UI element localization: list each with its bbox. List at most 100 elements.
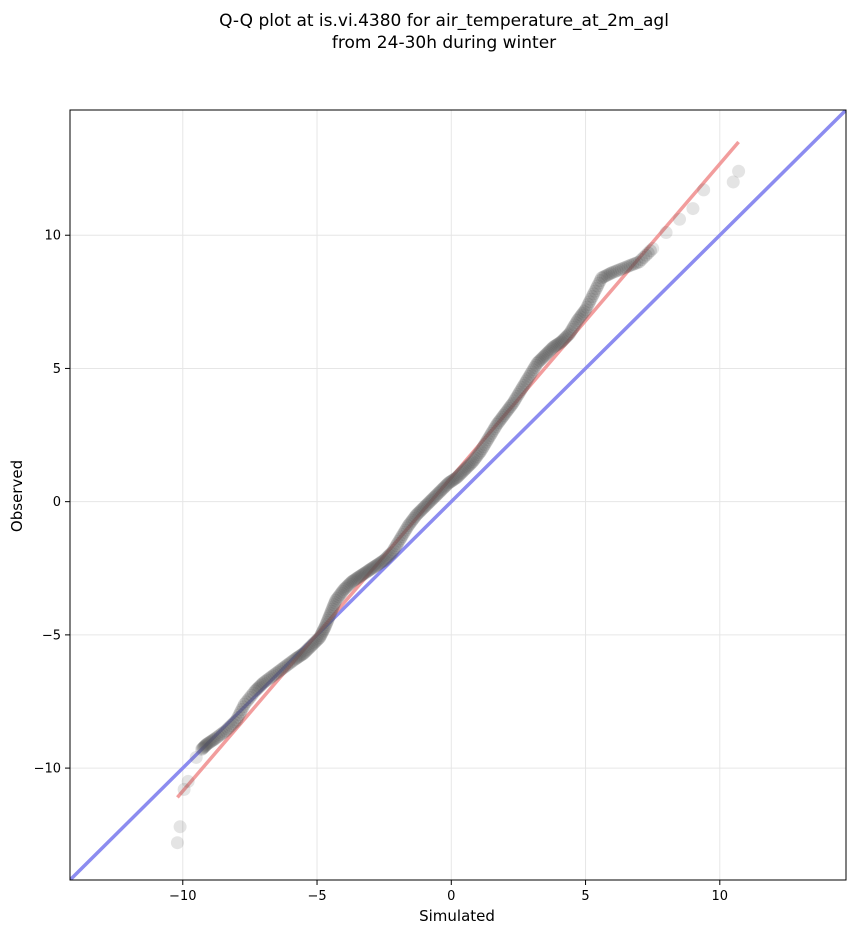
- quantile-point: [199, 738, 213, 752]
- quantile-point: [310, 633, 324, 647]
- quantile-point: [548, 339, 562, 353]
- quantile-point: [256, 676, 270, 690]
- x-tick-label: 10: [712, 889, 729, 904]
- quantile-point: [346, 574, 360, 588]
- quantile-point: [315, 625, 329, 639]
- quantile-point: [370, 558, 384, 572]
- quantile-point: [623, 258, 637, 272]
- chart-subtitle: from 24-30h during winter: [332, 33, 556, 53]
- quantile-point: [208, 732, 222, 746]
- quantile-point: [189, 750, 203, 764]
- y-axis-ticks: −10 −5 0 5 10: [34, 229, 70, 777]
- y-tick-label: 0: [53, 495, 61, 510]
- quantile-point: [464, 456, 478, 470]
- quantile-point: [177, 782, 191, 796]
- quantile-point: [442, 476, 456, 490]
- quantile-point: [341, 579, 355, 593]
- quantile-point: [413, 504, 427, 518]
- quantile-point: [503, 400, 517, 414]
- quantile-point: [232, 708, 246, 722]
- quantile-point: [456, 464, 470, 478]
- fit-line: [176, 140, 740, 799]
- quantile-point: [432, 485, 446, 499]
- quantile-point: [340, 580, 354, 594]
- quantile-point: [479, 435, 493, 449]
- quantile-point: [328, 595, 342, 609]
- quantile-point: [345, 575, 359, 589]
- quantile-point: [388, 541, 402, 555]
- quantile-point: [231, 710, 245, 724]
- x-tick-label: −10: [169, 889, 196, 904]
- quantile-point: [515, 381, 529, 395]
- reference-lines: [70, 110, 846, 880]
- quantile-point: [423, 495, 437, 509]
- quantile-point: [506, 396, 520, 410]
- quantile-point: [514, 383, 528, 397]
- quantile-point: [260, 673, 274, 687]
- quantile-point: [604, 266, 618, 280]
- quantile-point: [434, 484, 448, 498]
- quantile-point: [466, 455, 480, 469]
- quantile-point: [498, 407, 512, 421]
- quantile-point: [295, 647, 309, 661]
- quantile-point: [381, 549, 395, 563]
- quantile-point: [323, 607, 337, 621]
- quantile-point: [314, 629, 328, 643]
- quantile-point: [241, 693, 255, 707]
- quantile-point: [294, 648, 308, 662]
- quantile-point: [309, 635, 323, 649]
- quantile-point: [412, 505, 426, 519]
- quantile-point: [276, 661, 290, 675]
- quantile-point: [326, 600, 340, 614]
- quantile-point: [569, 316, 583, 330]
- quantile-point: [389, 539, 403, 553]
- quantile-point: [262, 672, 276, 686]
- quantile-point: [291, 650, 305, 664]
- quantile-point: [322, 611, 336, 625]
- chart-title: Q-Q plot at is.vi.4380 for air_temperatu…: [219, 11, 669, 31]
- quantile-point: [510, 389, 524, 403]
- quantile-point: [428, 489, 442, 503]
- quantile-point: [392, 534, 406, 548]
- quantile-point: [502, 401, 516, 415]
- quantile-point: [361, 564, 375, 578]
- quantile-point: [405, 513, 419, 527]
- quantile-point: [467, 453, 481, 467]
- quantile-point: [420, 497, 434, 511]
- quantile-point: [327, 598, 341, 612]
- quantile-point: [337, 583, 351, 597]
- quantile-point: [499, 405, 513, 419]
- quantile-point: [272, 664, 286, 678]
- quantile-point: [224, 718, 238, 732]
- quantile-point: [219, 724, 233, 738]
- quantile-point: [255, 677, 269, 691]
- quantile-point: [608, 265, 622, 279]
- quantile-point: [409, 508, 423, 522]
- quantile-point: [617, 261, 631, 275]
- grid-lines: [70, 110, 846, 880]
- quantile-point: [621, 259, 635, 273]
- quantile-point: [404, 515, 418, 529]
- quantile-point: [587, 287, 601, 301]
- quantile-point: [455, 465, 469, 479]
- quantile-point: [301, 643, 315, 657]
- quantile-point: [293, 649, 307, 663]
- quantile-point: [522, 369, 536, 383]
- quantile-point: [274, 663, 288, 677]
- quantile-point: [588, 284, 602, 298]
- quantile-point: [373, 556, 387, 570]
- quantile-point: [234, 705, 248, 719]
- quantile-point: [427, 491, 441, 505]
- quantile-point: [195, 742, 209, 756]
- x-axis-label: Simulated: [419, 907, 495, 925]
- y-tick-label: −5: [42, 628, 61, 643]
- quantile-point: [198, 739, 212, 753]
- quantile-point: [195, 742, 209, 756]
- quantile-point: [459, 461, 473, 475]
- quantile-point: [443, 475, 457, 489]
- quantile-point: [505, 398, 519, 412]
- quantile-point: [401, 519, 415, 533]
- quantile-point: [290, 651, 304, 665]
- x-axis-ticks: −10 −5 0 5 10: [169, 880, 728, 904]
- quantile-point: [252, 680, 266, 694]
